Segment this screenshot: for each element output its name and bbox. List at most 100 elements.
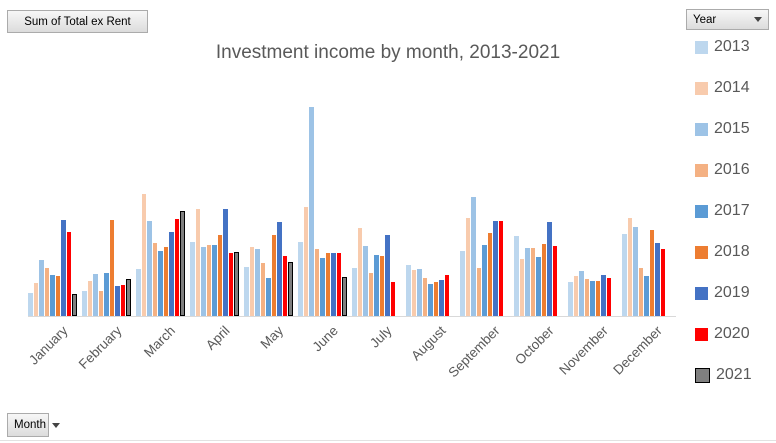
bar-2017-september[interactable] [482, 245, 487, 316]
bar-2018-february[interactable] [109, 220, 114, 316]
bar-2019-april[interactable] [223, 209, 228, 316]
bar-2015-october[interactable] [525, 248, 530, 316]
bar-2014-september[interactable] [465, 218, 470, 316]
bar-2015-june[interactable] [309, 107, 314, 316]
bar-2019-november[interactable] [601, 275, 606, 316]
bar-2019-september[interactable] [493, 221, 498, 316]
bar-2018-november[interactable] [595, 281, 600, 316]
bar-2017-march[interactable] [158, 251, 163, 316]
bar-2019-march[interactable] [169, 232, 174, 316]
bar-2021-may[interactable] [288, 262, 293, 316]
bar-2014-october[interactable] [519, 259, 524, 316]
bar-2017-january[interactable] [50, 275, 55, 316]
bar-2013-september[interactable] [460, 251, 465, 316]
bar-2013-april[interactable] [190, 242, 195, 316]
bar-2017-august[interactable] [428, 284, 433, 316]
bar-2014-august[interactable] [411, 270, 416, 316]
bar-2019-may[interactable] [277, 222, 282, 316]
bar-2020-april[interactable] [228, 253, 233, 316]
bar-2013-may[interactable] [244, 267, 249, 316]
bar-2021-april[interactable] [234, 252, 239, 316]
bar-2016-october[interactable] [530, 248, 535, 316]
year-field-button[interactable]: Year [686, 9, 769, 30]
bar-2013-june[interactable] [298, 242, 303, 316]
legend-item-2017[interactable]: 2017 [695, 202, 752, 220]
bar-2020-march[interactable] [174, 219, 179, 316]
bar-2019-december[interactable] [655, 243, 660, 316]
bar-2020-september[interactable] [498, 221, 503, 316]
bar-2020-october[interactable] [552, 246, 557, 316]
bar-2014-april[interactable] [195, 209, 200, 316]
bar-2017-october[interactable] [536, 257, 541, 316]
bar-2017-december[interactable] [644, 276, 649, 316]
legend-item-2013[interactable]: 2013 [695, 38, 752, 56]
bar-2019-january[interactable] [61, 220, 66, 316]
bar-2013-february[interactable] [82, 291, 87, 316]
bar-2015-july[interactable] [363, 246, 368, 316]
bar-2020-november[interactable] [606, 278, 611, 316]
bar-2016-february[interactable] [98, 291, 103, 316]
bar-2020-december[interactable] [660, 249, 665, 316]
bar-2021-june[interactable] [342, 277, 347, 316]
bar-2013-march[interactable] [136, 269, 141, 316]
bar-2016-january[interactable] [44, 268, 49, 316]
bar-2015-september[interactable] [471, 197, 476, 316]
value-field-button[interactable]: Sum of Total ex Rent [7, 10, 148, 33]
bar-2015-january[interactable] [39, 260, 44, 316]
bar-2019-june[interactable] [331, 253, 336, 316]
bar-2013-october[interactable] [514, 236, 519, 316]
bar-2021-february[interactable] [126, 279, 131, 316]
bar-2016-december[interactable] [638, 268, 643, 316]
month-field-button[interactable]: Month [7, 413, 60, 437]
bar-2015-may[interactable] [255, 249, 260, 316]
bar-2013-december[interactable] [622, 234, 627, 316]
bar-2014-november[interactable] [573, 276, 578, 316]
legend-item-2014[interactable]: 2014 [695, 79, 752, 97]
bar-2014-june[interactable] [303, 207, 308, 316]
bar-2016-march[interactable] [152, 243, 157, 316]
bar-2019-october[interactable] [547, 222, 552, 316]
bar-2020-may[interactable] [282, 256, 287, 316]
legend-item-2015[interactable]: 2015 [695, 120, 752, 138]
bar-2018-march[interactable] [163, 247, 168, 316]
bar-2016-september[interactable] [476, 268, 481, 316]
bar-2020-july[interactable] [390, 282, 395, 316]
bar-2017-may[interactable] [266, 278, 271, 316]
bar-2018-may[interactable] [271, 235, 276, 316]
bar-2014-february[interactable] [87, 281, 92, 316]
bar-2013-august[interactable] [406, 265, 411, 316]
bar-2016-april[interactable] [206, 245, 211, 316]
bar-2018-august[interactable] [433, 282, 438, 316]
bar-2018-june[interactable] [325, 253, 330, 316]
bar-2018-october[interactable] [541, 244, 546, 316]
bar-2016-november[interactable] [584, 279, 589, 316]
bar-2014-may[interactable] [249, 247, 254, 316]
bar-2014-july[interactable] [357, 228, 362, 316]
bar-2019-july[interactable] [385, 235, 390, 316]
bar-2018-january[interactable] [55, 276, 60, 316]
bar-2017-november[interactable] [590, 281, 595, 316]
bar-2016-august[interactable] [422, 278, 427, 316]
bar-2018-april[interactable] [217, 235, 222, 316]
legend-item-2016[interactable]: 2016 [695, 161, 752, 179]
bar-2021-march[interactable] [180, 211, 185, 316]
bar-2014-march[interactable] [141, 194, 146, 316]
bar-2013-july[interactable] [352, 268, 357, 316]
bar-2016-july[interactable] [368, 273, 373, 316]
bar-2019-february[interactable] [115, 286, 120, 316]
bar-2014-december[interactable] [627, 218, 632, 316]
bar-2016-may[interactable] [260, 263, 265, 316]
bar-2015-february[interactable] [93, 274, 98, 316]
bar-2015-march[interactable] [147, 221, 152, 316]
bar-2014-january[interactable] [33, 283, 38, 316]
bar-2018-december[interactable] [649, 230, 654, 316]
bar-2013-november[interactable] [568, 282, 573, 316]
legend-item-2018[interactable]: 2018 [695, 243, 752, 261]
bar-2019-august[interactable] [439, 280, 444, 316]
bar-2020-june[interactable] [336, 253, 341, 316]
bar-2015-april[interactable] [201, 247, 206, 316]
bar-2020-february[interactable] [120, 285, 125, 316]
bar-2016-june[interactable] [314, 249, 319, 316]
bar-2013-january[interactable] [28, 293, 33, 316]
legend-item-2021[interactable]: 2021 [695, 366, 752, 384]
